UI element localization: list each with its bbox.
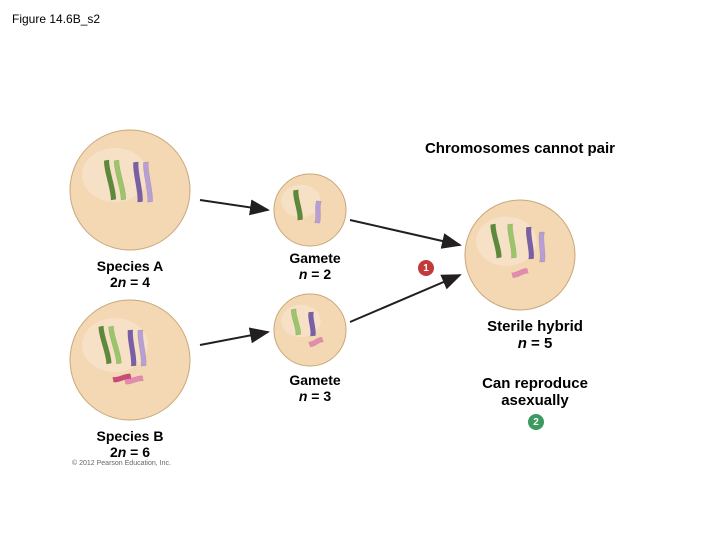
step-2-badge: 2	[528, 414, 544, 430]
gamete-a-label: Gamete n = 2	[270, 250, 360, 282]
sterile-hybrid-line1: Sterile hybrid	[487, 318, 583, 335]
diagram-stage: Figure 14.6B_s2 Chromosomes cannot pair …	[0, 0, 720, 540]
species-a-2n-prefix: 2	[110, 274, 118, 290]
species-a-n-var: n	[118, 274, 127, 290]
arrow-a-to-ga	[200, 200, 268, 210]
arrow-b-to-gb	[200, 332, 268, 345]
species-a-2n-suffix: = 4	[126, 274, 150, 290]
can-reproduce-label: Can reproduce asexually	[455, 375, 615, 409]
copyright-credit: © 2012 Pearson Education, Inc.	[72, 460, 171, 467]
arrow-gb-to-h	[350, 275, 460, 322]
sterile-hybrid-label: Sterile hybrid n = 5	[455, 318, 615, 352]
species-b-2n-suffix: = 6	[126, 444, 150, 460]
species-b-line1: Species B	[97, 428, 164, 444]
species-a-label: Species A 2n = 4	[70, 258, 190, 290]
gamete-a-n-suffix: = 2	[307, 266, 331, 282]
gamete-b-n-suffix: = 3	[307, 388, 331, 404]
species-a-line1: Species A	[97, 258, 163, 274]
gamete-a-line1: Gamete	[289, 250, 340, 266]
step-1-badge: 1	[418, 260, 434, 276]
can-reproduce-line2: asexually	[501, 392, 569, 409]
chromosomes-cannot-pair-label: Chromosomes cannot pair	[420, 140, 620, 157]
can-reproduce-line1: Can reproduce	[482, 375, 588, 392]
arrow-ga-to-h	[350, 220, 460, 245]
species-b-2n-prefix: 2	[110, 444, 118, 460]
gamete-b-line1: Gamete	[289, 372, 340, 388]
species-b-n-var: n	[118, 444, 127, 460]
gamete-b-label: Gamete n = 3	[270, 372, 360, 404]
sterile-hybrid-n-suffix: = 5	[527, 335, 552, 352]
species-b-label: Species B 2n = 6	[70, 428, 190, 460]
sterile-hybrid-n-var: n	[518, 335, 527, 352]
